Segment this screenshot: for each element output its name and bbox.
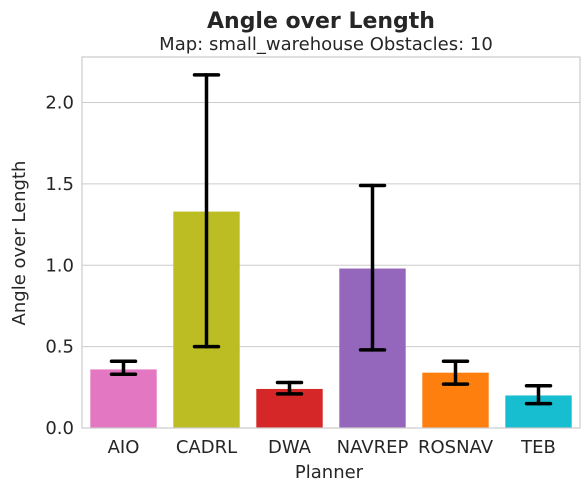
y-tick-label: 1.5 [45, 174, 74, 195]
y-tick-label: 0.5 [45, 337, 74, 358]
y-tick-label: 2.0 [45, 93, 74, 114]
y-tick-label: 0.0 [45, 418, 74, 439]
x-tick-label: DWA [268, 437, 312, 458]
x-tick-label: AIO [108, 437, 140, 458]
x-tick-label: TEB [520, 437, 556, 458]
chart-subtitle: Map: small_warehouse Obstacles: 10 [159, 34, 493, 55]
x-tick-labels: AIO CADRL DWA NAVREP ROSNAV TEB [108, 437, 556, 458]
chart-title: Angle over Length [207, 9, 435, 34]
bar-layer [90, 212, 571, 428]
x-tick-label: CADRL [176, 437, 237, 458]
y-axis-label: Angle over Length [9, 161, 30, 326]
y-tick-labels: 0.0 0.5 1.0 1.5 2.0 [45, 93, 74, 439]
x-tick-label: ROSNAV [418, 437, 494, 458]
x-tick-label: NAVREP [337, 437, 409, 458]
y-tick-label: 1.0 [45, 255, 74, 276]
x-axis-label: Planner [295, 462, 364, 483]
bar-aio [90, 369, 156, 428]
